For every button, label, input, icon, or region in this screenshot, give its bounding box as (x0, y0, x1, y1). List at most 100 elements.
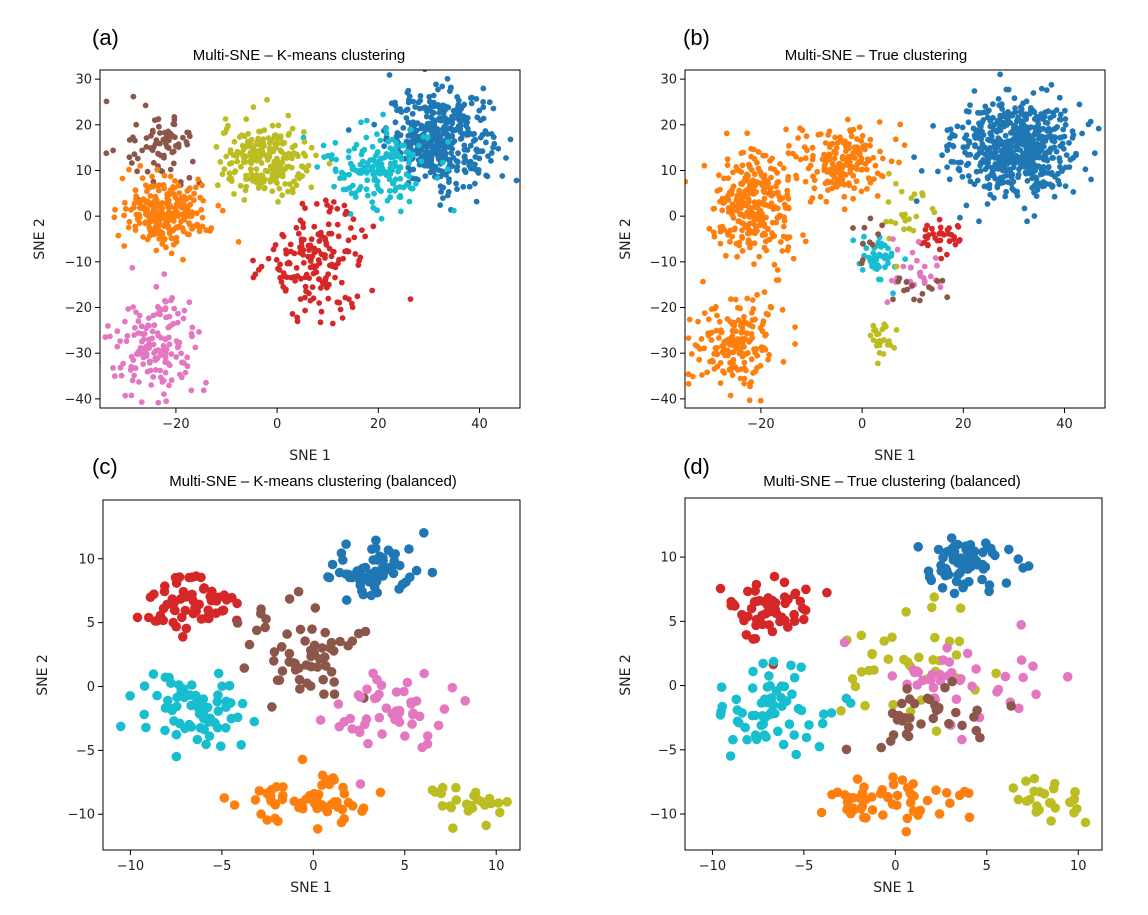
point (284, 648, 295, 659)
point (881, 321, 888, 328)
point (992, 164, 999, 171)
point (364, 177, 371, 184)
point (140, 234, 147, 240)
point (728, 599, 739, 609)
point (184, 363, 191, 370)
y-tick-label: −20 (650, 301, 677, 316)
point (733, 328, 739, 335)
point (384, 197, 391, 204)
point (281, 166, 288, 173)
point (180, 605, 191, 616)
point (125, 306, 132, 312)
y-tick-label: 0 (87, 680, 95, 695)
point (749, 309, 755, 316)
y-tick-label: −5 (76, 744, 95, 759)
point (850, 237, 857, 244)
point (341, 202, 348, 209)
point (842, 156, 848, 163)
point (136, 379, 142, 385)
point (885, 199, 892, 205)
point (203, 227, 210, 234)
point (163, 244, 169, 251)
point (748, 666, 758, 677)
panel-letter-d: (d) (683, 454, 710, 479)
point (200, 197, 207, 204)
point (861, 813, 871, 823)
point (340, 255, 346, 262)
point (405, 87, 412, 94)
point (913, 198, 920, 205)
series-cluster-red (132, 571, 242, 642)
point (879, 636, 889, 646)
point (464, 115, 471, 121)
point (727, 342, 734, 348)
series-class-cyan (715, 656, 856, 761)
point (848, 154, 855, 161)
point (795, 135, 801, 141)
point (843, 143, 849, 150)
series-class-olive (867, 170, 938, 367)
point (105, 323, 111, 329)
point (155, 305, 162, 311)
point (848, 133, 855, 140)
point (467, 803, 478, 813)
point (967, 102, 973, 108)
point (179, 359, 185, 366)
point (357, 184, 364, 190)
point (746, 239, 753, 246)
point (999, 164, 1005, 171)
point (875, 231, 881, 238)
point (386, 188, 393, 194)
point (293, 265, 300, 271)
point (991, 143, 998, 149)
point (938, 255, 945, 262)
point (332, 274, 338, 281)
point (256, 128, 262, 135)
point (1025, 135, 1031, 142)
point (949, 541, 960, 551)
point (232, 618, 243, 628)
point (265, 135, 272, 141)
point (1046, 816, 1056, 826)
point (142, 102, 149, 109)
point (955, 159, 962, 166)
point (987, 145, 993, 151)
point (1048, 170, 1055, 176)
point (758, 344, 765, 350)
point (369, 143, 376, 150)
point (408, 126, 414, 133)
point (831, 149, 838, 156)
point (792, 341, 798, 347)
y-tick-label: 10 (75, 164, 92, 179)
point (428, 154, 435, 161)
point (173, 239, 180, 245)
axes-frame-c (102, 499, 521, 851)
point (300, 224, 307, 231)
point (126, 137, 133, 143)
point (685, 371, 692, 378)
point (1001, 110, 1008, 117)
point (250, 795, 261, 805)
point (1069, 128, 1076, 135)
point (951, 707, 961, 718)
point (297, 296, 304, 302)
point (488, 157, 494, 164)
series-cluster-pink (315, 668, 471, 789)
point (334, 567, 345, 578)
point (947, 126, 954, 133)
point (866, 176, 873, 183)
point (253, 148, 259, 154)
point (779, 306, 786, 313)
point (856, 630, 867, 641)
point (243, 172, 249, 179)
point (780, 598, 791, 609)
point (909, 282, 915, 289)
point (750, 146, 757, 153)
point (1008, 129, 1014, 136)
point (347, 160, 354, 167)
point (282, 181, 288, 187)
point (841, 693, 852, 704)
point (727, 190, 734, 196)
point (139, 681, 150, 691)
